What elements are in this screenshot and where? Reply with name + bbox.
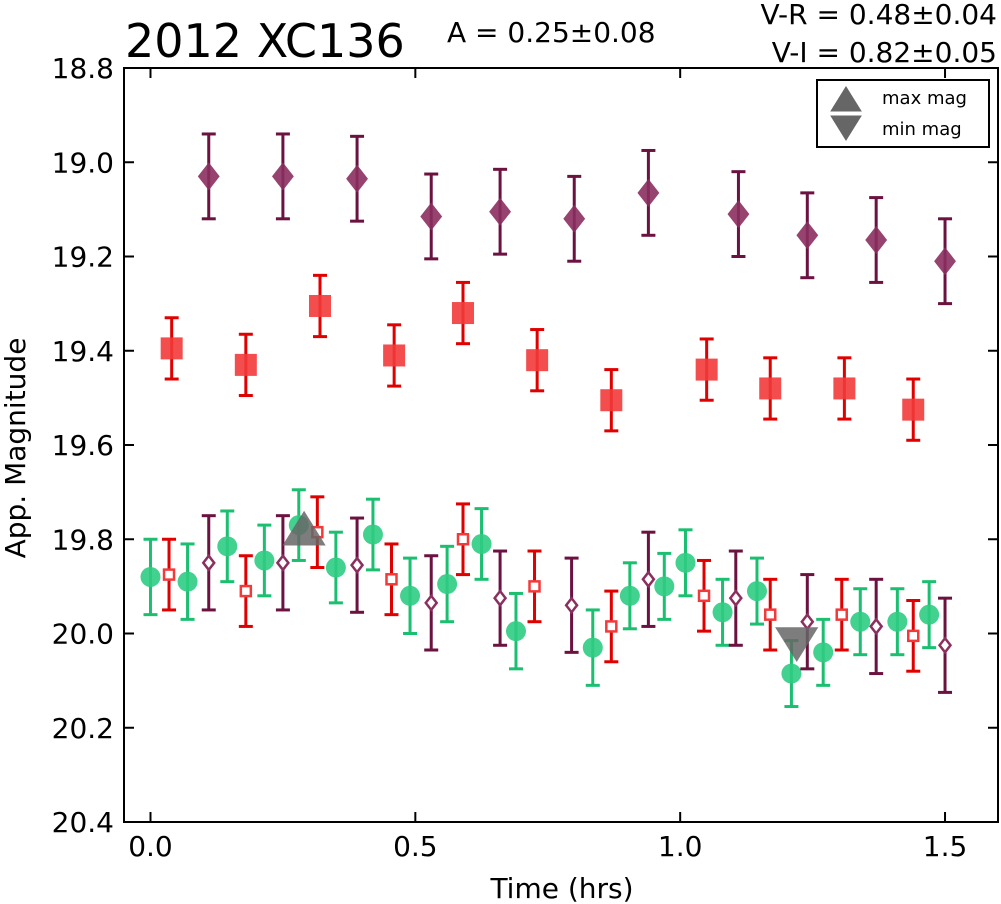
data-point-square xyxy=(605,620,618,633)
data-point-square xyxy=(835,608,848,621)
data-point-square xyxy=(308,294,331,317)
max-mag-marker xyxy=(282,510,326,546)
data-point-square xyxy=(456,533,470,546)
data-point-diamond xyxy=(350,556,365,575)
data-point-circle xyxy=(919,604,940,625)
min-mag-marker xyxy=(775,627,819,663)
data-point-square xyxy=(234,353,257,376)
data-point-square xyxy=(600,389,623,412)
y-tick-label: 19.2 xyxy=(52,241,114,274)
v-i-annotation: V-I = 0.82±0.05 xyxy=(772,36,997,69)
x-tick-label: 0.0 xyxy=(128,830,173,863)
x-tick-label: 1.5 xyxy=(923,830,968,863)
y-axis-label: App. Magnitude xyxy=(0,338,32,559)
data-point-diamond xyxy=(727,200,750,229)
data-point-square xyxy=(528,580,541,593)
chart-title: 2012 XC136 xyxy=(125,14,405,68)
data-point-circle xyxy=(675,552,696,573)
data-point-square xyxy=(239,584,253,598)
data-point-square xyxy=(906,629,920,643)
data-point-circle xyxy=(813,642,834,663)
data-point-square xyxy=(695,358,718,381)
data-point-diamond xyxy=(489,197,512,226)
data-point-square xyxy=(697,589,711,603)
data-point-diamond xyxy=(937,636,953,655)
y-tick-label: 19.0 xyxy=(52,146,114,179)
data-point-circle xyxy=(887,611,908,632)
y-tick-label: 19.4 xyxy=(52,335,114,368)
data-point-square xyxy=(763,608,777,621)
data-point-circle xyxy=(619,585,640,606)
data-point-square xyxy=(526,349,549,372)
data-point-circle xyxy=(140,566,161,587)
data-point-circle xyxy=(254,550,275,571)
data-point-square xyxy=(452,302,475,325)
data-point-diamond xyxy=(420,202,443,231)
data-point-diamond xyxy=(197,162,220,191)
y-tick-label: 19.8 xyxy=(52,523,114,556)
x-axis-label: Time (hrs) xyxy=(489,872,633,904)
data-point-circle xyxy=(850,611,871,632)
y-tick-label: 18.8 xyxy=(52,52,114,85)
data-point-square xyxy=(162,568,176,581)
data-point-circle xyxy=(654,576,675,597)
data-point-diamond xyxy=(346,164,368,193)
legend: max mag min mag xyxy=(816,79,990,148)
data-point-diamond xyxy=(934,247,956,276)
data-point-circle xyxy=(362,524,383,545)
data-point-circle xyxy=(505,621,526,642)
axes: 0.0 0.5 1.0 1.5 18.8 19.0 19.2 19.4 19.6 19.8 20.0… xyxy=(52,52,999,863)
data-point-circle xyxy=(177,571,198,592)
data-point-circle xyxy=(325,557,346,578)
amplitude-annotation: A = 0.25±0.08 xyxy=(447,16,656,49)
data-point-diamond xyxy=(796,221,819,250)
v-r-annotation: V-R = 0.48±0.04 xyxy=(761,0,997,31)
data-point-diamond xyxy=(869,617,884,636)
data-point-diamond xyxy=(637,178,660,207)
x-tick-label: 0.5 xyxy=(393,830,438,863)
data-point-circle xyxy=(582,637,603,658)
data-point-diamond xyxy=(201,553,216,572)
y-tick-label: 20.0 xyxy=(52,618,114,651)
x-tick-label: 1.0 xyxy=(658,830,703,863)
data-point-square xyxy=(902,398,925,421)
plot-frame xyxy=(123,67,999,823)
data-point-circle xyxy=(712,602,733,623)
plot-area xyxy=(140,132,956,709)
data-point-diamond xyxy=(728,589,743,608)
data-point-diamond xyxy=(493,589,508,608)
data-point-square xyxy=(383,344,406,367)
data-point-circle xyxy=(400,585,421,606)
data-point-circle xyxy=(471,533,492,554)
legend-max-mag-marker xyxy=(830,85,862,112)
y-tick-label: 20.2 xyxy=(52,712,114,745)
data-point-diamond xyxy=(275,553,290,572)
legend-min-mag-label: min mag xyxy=(882,119,962,140)
data-point-diamond xyxy=(800,612,815,631)
y-tick-label: 19.6 xyxy=(52,429,114,462)
data-point-circle xyxy=(781,663,802,684)
data-point-circle xyxy=(746,581,767,602)
data-point-diamond xyxy=(641,570,656,589)
data-point-circle xyxy=(217,536,238,557)
data-point-diamond xyxy=(563,204,586,233)
legend-max-mag-label: max mag xyxy=(882,88,967,109)
legend-min-mag-marker xyxy=(830,115,862,142)
data-point-square xyxy=(160,337,183,360)
data-point-diamond xyxy=(865,226,888,255)
data-point-diamond xyxy=(424,593,439,612)
data-point-square xyxy=(833,377,856,400)
data-point-diamond xyxy=(564,596,579,615)
y-tick-label: 20.4 xyxy=(52,806,114,839)
data-point-circle xyxy=(437,574,458,595)
data-point-diamond xyxy=(271,162,294,191)
data-point-square xyxy=(759,377,782,400)
data-point-square xyxy=(385,573,398,586)
